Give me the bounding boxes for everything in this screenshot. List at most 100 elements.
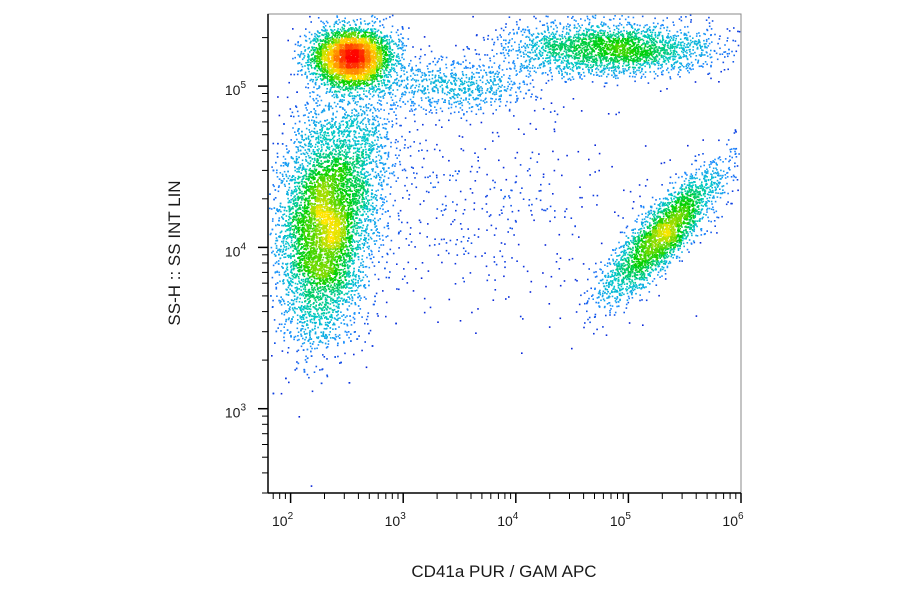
data-point — [428, 191, 430, 194]
data-point — [355, 101, 357, 103]
data-point — [649, 275, 651, 277]
data-point — [450, 69, 453, 71]
data-point — [373, 28, 376, 30]
data-point — [553, 37, 555, 39]
data-point — [379, 145, 382, 147]
data-point — [391, 14, 394, 17]
data-point — [438, 81, 441, 84]
data-point — [280, 296, 282, 298]
data-point — [544, 60, 546, 62]
data-point — [512, 60, 515, 62]
data-point — [279, 205, 281, 207]
data-point — [287, 162, 290, 165]
data-point — [306, 64, 309, 66]
data-point — [391, 172, 393, 175]
data-point — [282, 175, 284, 177]
data-point — [637, 29, 639, 31]
data-point — [351, 97, 354, 100]
data-point — [305, 355, 307, 358]
data-point — [401, 92, 404, 94]
data-point — [508, 94, 511, 97]
data-point — [357, 125, 360, 127]
data-point — [334, 338, 336, 340]
data-point — [616, 296, 619, 298]
data-point — [372, 144, 374, 147]
data-point — [505, 49, 507, 51]
data-point — [385, 315, 387, 318]
data-point — [618, 305, 620, 308]
data-point — [705, 40, 708, 43]
data-point — [595, 271, 597, 273]
data-point — [712, 167, 715, 170]
data-point — [565, 63, 568, 65]
data-point — [364, 322, 366, 325]
data-point — [310, 355, 313, 357]
data-point — [381, 24, 384, 26]
data-point — [356, 120, 359, 123]
data-point — [538, 52, 541, 54]
data-point — [354, 290, 356, 292]
data-point — [462, 99, 465, 101]
data-point — [671, 182, 674, 184]
data-point — [463, 67, 466, 69]
data-point — [712, 195, 715, 197]
data-point — [523, 81, 525, 83]
data-point — [533, 70, 536, 72]
data-point — [342, 314, 345, 316]
data-point — [527, 89, 530, 92]
data-point — [444, 208, 447, 210]
data-point — [330, 319, 333, 321]
data-point — [675, 257, 678, 259]
data-point — [387, 210, 389, 212]
data-point — [314, 82, 317, 85]
data-point — [407, 38, 410, 40]
data-point — [649, 65, 651, 67]
data-point — [328, 333, 331, 336]
data-point — [307, 327, 309, 329]
data-point — [334, 21, 337, 23]
data-point — [354, 136, 357, 138]
data-point — [437, 181, 440, 184]
data-point — [309, 139, 312, 142]
data-point — [516, 97, 519, 100]
data-point — [572, 98, 575, 100]
data-point — [362, 271, 364, 273]
data-point — [576, 68, 578, 70]
data-point — [396, 77, 398, 80]
data-point — [370, 104, 372, 107]
data-point — [592, 294, 594, 296]
data-point — [625, 241, 627, 243]
data-point — [510, 87, 513, 89]
data-point — [536, 43, 538, 46]
data-point — [303, 371, 306, 373]
data-point — [341, 117, 344, 119]
data-point — [586, 15, 589, 18]
data-point — [322, 333, 324, 336]
data-point — [414, 177, 416, 179]
data-point — [353, 312, 356, 314]
data-point — [491, 38, 494, 41]
data-point — [373, 232, 375, 234]
data-point — [278, 271, 280, 274]
data-point — [666, 266, 669, 269]
data-point — [465, 67, 467, 69]
data-point — [463, 113, 465, 115]
data-point — [314, 146, 316, 148]
data-point — [344, 330, 347, 333]
data-point — [401, 56, 403, 59]
data-point — [698, 54, 701, 56]
data-point — [464, 250, 467, 252]
data-point — [353, 118, 355, 120]
data-point — [493, 75, 496, 78]
data-point — [367, 121, 370, 123]
data-point — [642, 221, 644, 224]
data-point — [667, 35, 669, 37]
data-point — [437, 80, 440, 82]
data-point — [305, 361, 308, 363]
data-point — [692, 49, 694, 51]
data-point — [695, 224, 697, 226]
data-point — [396, 288, 398, 290]
data-point — [541, 33, 544, 35]
data-point — [431, 112, 433, 114]
data-point — [350, 294, 352, 296]
